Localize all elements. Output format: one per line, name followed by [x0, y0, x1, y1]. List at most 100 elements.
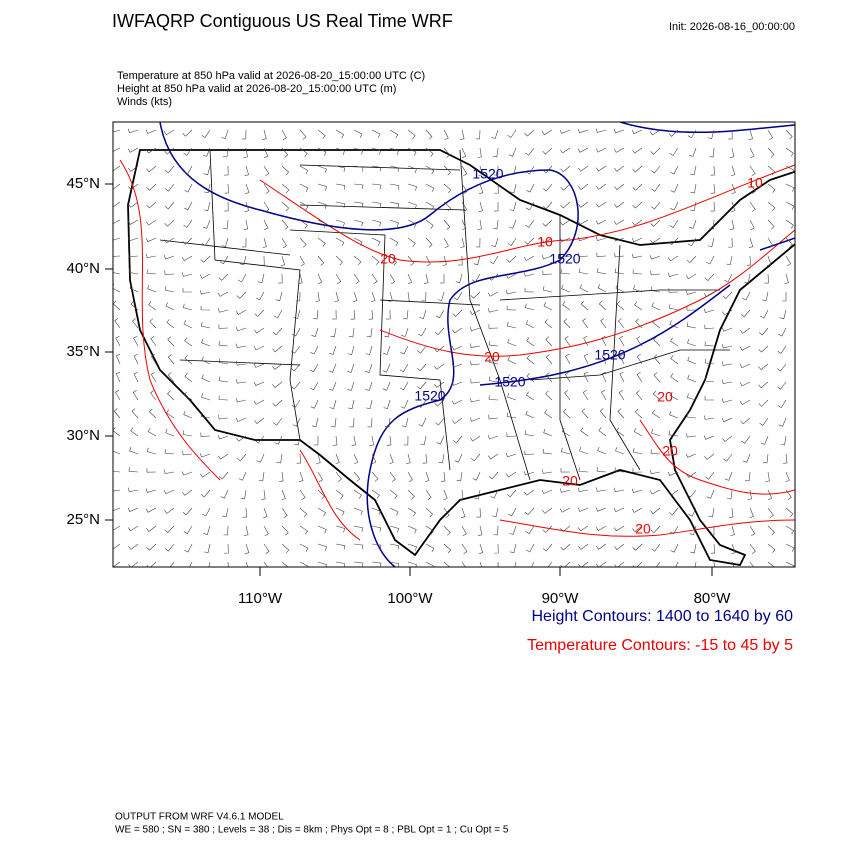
wind-barb [597, 446, 607, 455]
wind-barb [389, 183, 400, 190]
wind-barb [651, 302, 661, 311]
wind-barb [351, 435, 356, 446]
wind-barb [236, 453, 247, 462]
wind-barb [145, 507, 157, 513]
wind-barb [706, 255, 715, 265]
wind-barb [217, 308, 229, 313]
wind-barb [562, 301, 571, 311]
wind-barb [257, 273, 265, 284]
wind-barb [525, 320, 535, 329]
wind-barb [115, 371, 121, 383]
wind-barb [704, 341, 715, 347]
wind-barb [386, 435, 392, 446]
wind-barb [165, 183, 175, 192]
wind-barb [563, 408, 571, 419]
wind-barb [731, 183, 736, 195]
wind-barb [687, 129, 697, 139]
wind-barb [563, 318, 571, 329]
wind-barb [560, 447, 571, 455]
wind-barb [650, 449, 661, 455]
wind-barb [202, 147, 211, 157]
wind-barb [371, 255, 380, 266]
wind-barb [634, 301, 643, 311]
wind-barb [749, 543, 756, 554]
wind-barb [577, 507, 589, 512]
wind-barb [785, 183, 795, 192]
wind-barb [470, 453, 481, 462]
wind-barb [299, 147, 308, 157]
wind-barb [203, 543, 211, 554]
wind-barb [163, 255, 175, 260]
wind-barb [272, 327, 283, 336]
wind-barb [614, 543, 625, 550]
wind-barb [114, 318, 121, 329]
wind-barb [183, 320, 193, 329]
wind-barb [165, 543, 175, 552]
wind-barb [713, 561, 715, 567]
wind-barb [276, 453, 283, 464]
wind-barb [371, 561, 382, 567]
wind-barb [583, 335, 589, 347]
wind-barb [150, 336, 157, 347]
wind-barb [217, 291, 229, 297]
lat-label: 25°N [66, 511, 100, 528]
height-contour-label: 1520 [414, 388, 445, 404]
wind-barb [416, 363, 427, 372]
wind-barb [317, 147, 327, 156]
wind-barb [389, 219, 399, 227]
wind-barb [261, 489, 266, 500]
wind-barb [493, 165, 499, 176]
wind-barb [767, 147, 775, 158]
wind-barb [542, 147, 553, 155]
wind-barb [128, 165, 139, 172]
wind-barb [767, 489, 773, 501]
wind-barb [487, 434, 499, 440]
wind-barb [506, 255, 517, 263]
wind-barb [353, 543, 364, 550]
wind-barb [780, 435, 787, 446]
wind-barb [599, 408, 607, 419]
wind-barb [425, 165, 435, 175]
wind-barb [490, 489, 499, 499]
wind-barb [526, 391, 535, 401]
wind-barb [778, 417, 787, 427]
wind-barb [477, 219, 482, 230]
wind-barb [631, 237, 643, 243]
wind-barb [759, 417, 769, 426]
wind-barb [564, 336, 571, 347]
wind-barb [709, 525, 715, 536]
wind-barb [650, 270, 661, 276]
wind-barb [670, 337, 679, 347]
wind-barb [146, 269, 157, 275]
wind-barb [407, 237, 416, 247]
wind-barb [596, 165, 607, 172]
wind-barb [328, 381, 337, 391]
wind-barb [561, 284, 571, 293]
wind-barb [667, 255, 679, 262]
wind-barb [128, 201, 139, 208]
wind-barb [263, 543, 270, 554]
wind-barb [785, 147, 794, 157]
wind-barb [407, 183, 417, 191]
wind-barb [470, 360, 481, 366]
wind-barb [785, 129, 793, 140]
wind-barb [560, 269, 571, 275]
wind-barb [542, 219, 553, 227]
wind-barb [167, 372, 175, 383]
wind-barb [243, 219, 248, 230]
wind-barb [299, 525, 308, 535]
wind-barb [748, 237, 754, 249]
wind-barb [425, 543, 435, 553]
wind-barb [748, 129, 753, 141]
wind-barb [113, 237, 121, 241]
wind-barb [577, 128, 589, 134]
wind-barb [526, 183, 535, 193]
wind-barb [451, 399, 463, 405]
wind-barb [313, 435, 319, 446]
wind-barb [146, 165, 157, 173]
wind-barb [649, 489, 661, 495]
wind-barb [632, 447, 643, 455]
wind-barb [353, 489, 362, 499]
wind-barb [685, 453, 697, 458]
temperature-contour-label: 10 [747, 175, 763, 191]
